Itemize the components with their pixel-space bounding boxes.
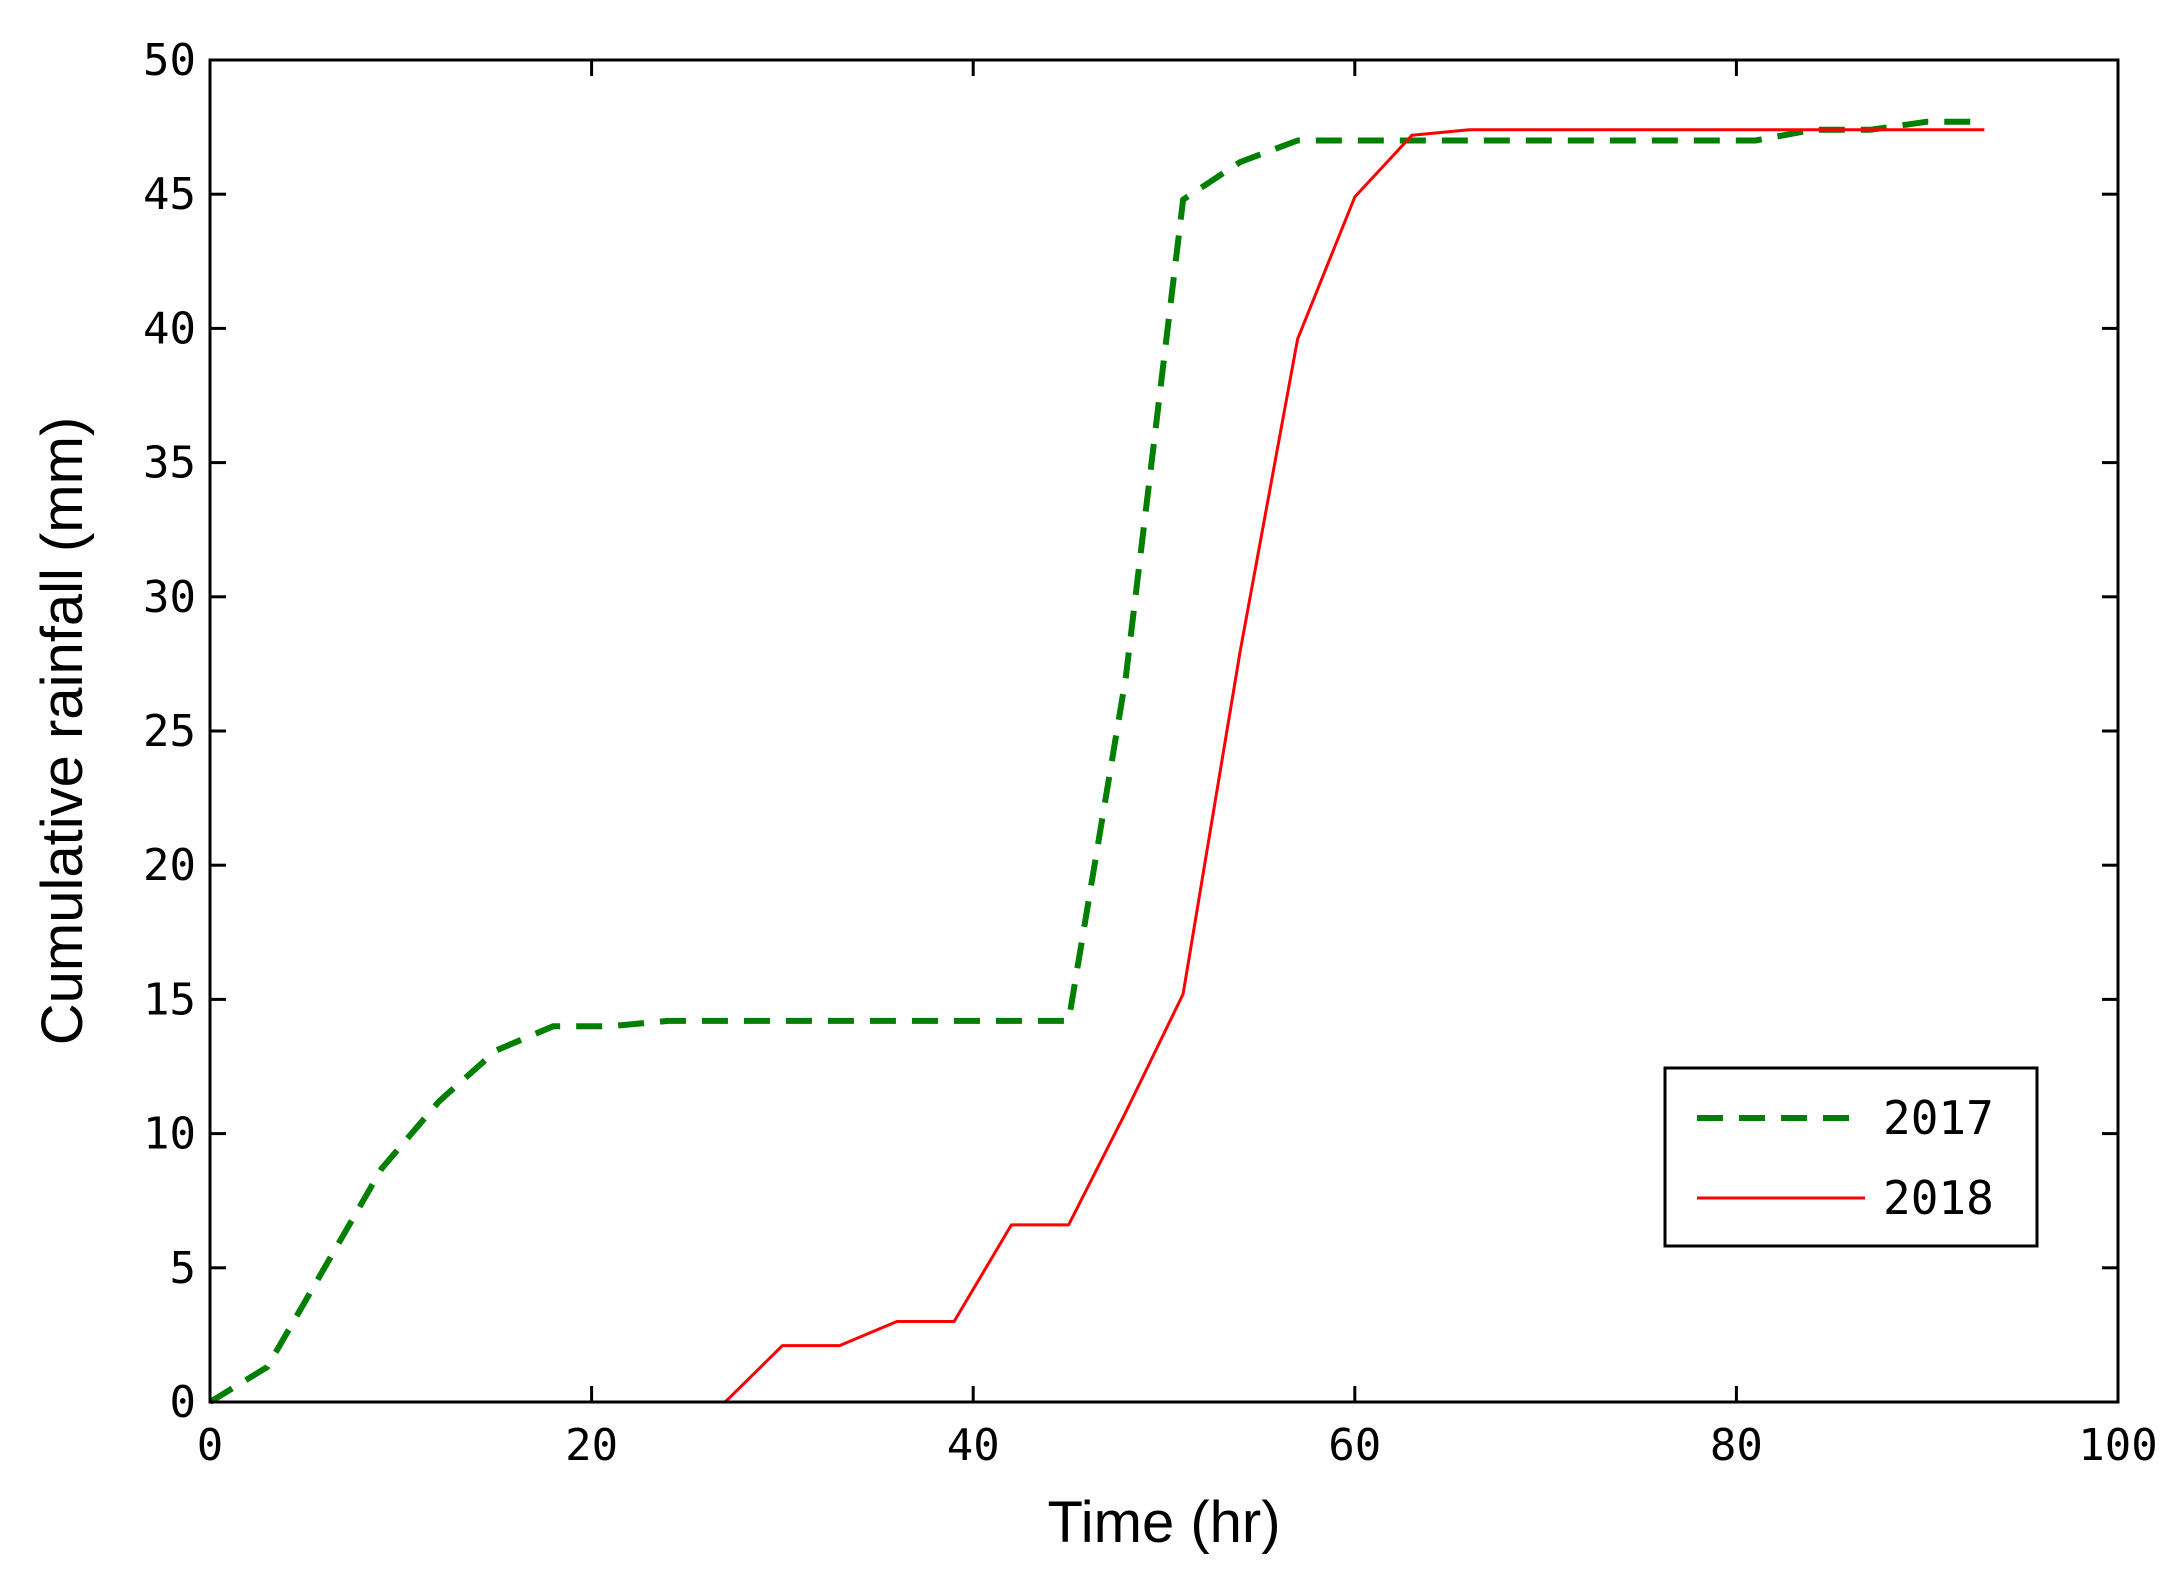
y-tick-label: 0 bbox=[170, 1377, 197, 1428]
x-tick-label: 20 bbox=[565, 1420, 618, 1471]
ticks-layer: 0 20 40 60 80 100 0 5 10 15 20 25 30 35 40 45 50 bbox=[143, 35, 2158, 1471]
y-tick-label: 5 bbox=[170, 1243, 197, 1294]
legend-label-2018: 2018 bbox=[1883, 1171, 1994, 1225]
y-tick-label: 35 bbox=[143, 438, 196, 489]
x-tick-label: 40 bbox=[947, 1420, 1000, 1471]
y-tick-label: 15 bbox=[143, 974, 196, 1025]
legend-box bbox=[1663, 1066, 2039, 1248]
x-tick-label: 0 bbox=[197, 1420, 224, 1471]
legend-label-2017: 2017 bbox=[1883, 1091, 1994, 1145]
x-tick-label: 60 bbox=[1328, 1420, 1381, 1471]
x-tick-label: 100 bbox=[2078, 1420, 2157, 1471]
y-tick-label: 25 bbox=[143, 706, 196, 757]
legend: 2017 2018 bbox=[1663, 1066, 2039, 1248]
x-axis-title: Time (hr) bbox=[1047, 1490, 1280, 1555]
y-tick-label: 45 bbox=[143, 169, 196, 220]
series-line-2017 bbox=[208, 118, 1985, 1405]
y-tick-label: 10 bbox=[143, 1109, 196, 1160]
y-axis-title: Cumulative rainfall (mm) bbox=[30, 417, 95, 1045]
y-tick-label: 20 bbox=[143, 840, 196, 891]
y-tick-label: 30 bbox=[143, 572, 196, 623]
y-tick-label: 40 bbox=[143, 303, 196, 354]
y-tick-label: 50 bbox=[143, 35, 196, 86]
x-tick-label: 80 bbox=[1710, 1420, 1763, 1471]
